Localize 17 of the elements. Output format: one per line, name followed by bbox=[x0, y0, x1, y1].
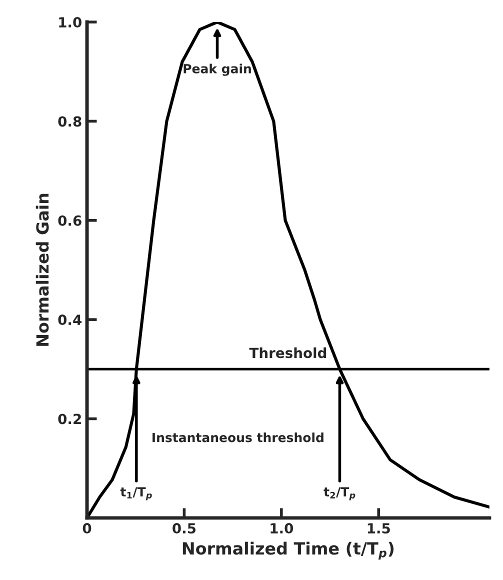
line-series bbox=[87, 22, 490, 518]
annotation: Peak gain bbox=[184, 64, 251, 76]
y-tick-label: 0.4 bbox=[58, 314, 82, 326]
x-tick-label: 1.5 bbox=[368, 523, 390, 534]
x-tick-label: 0 bbox=[82, 523, 92, 534]
y-axis-title: Normalized Gain bbox=[36, 194, 49, 346]
x-tick-label: 1.0 bbox=[270, 523, 294, 534]
y-tick-label: 0.8 bbox=[58, 116, 82, 127]
y-tick-label: 0.6 bbox=[58, 215, 82, 226]
annotation: Instantaneous threshold bbox=[152, 432, 324, 442]
annotation: t$_{2}$/T$_{p}$ bbox=[324, 487, 356, 500]
annotation: t$_{1}$/T$_{p}$ bbox=[120, 487, 152, 500]
ref-line-label: Threshold bbox=[249, 347, 326, 358]
x-axis-title: Normalized Time (t/T$_{p}$) bbox=[182, 542, 394, 560]
y-tick-label: 0.2 bbox=[58, 414, 81, 424]
y-tick-label: 1.0 bbox=[59, 17, 82, 28]
x-tick-label: 0.5 bbox=[172, 523, 196, 534]
